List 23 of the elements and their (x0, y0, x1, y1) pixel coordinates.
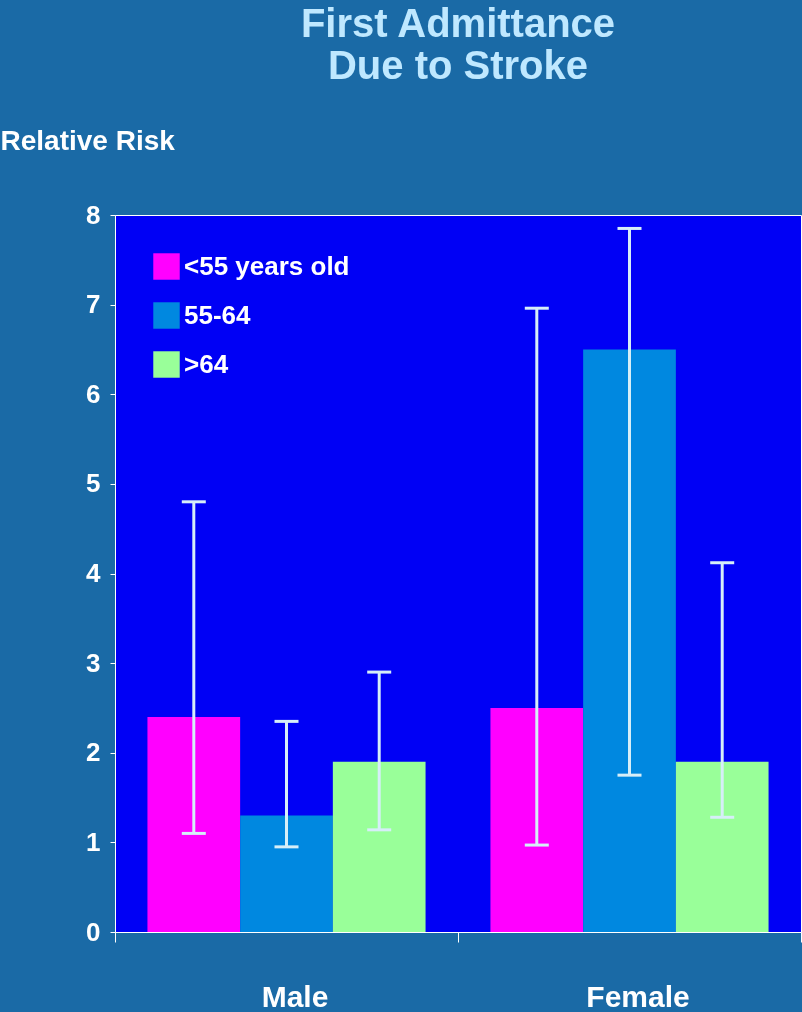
y-tick-label: 5 (86, 468, 101, 499)
x-tick-label: Female (586, 979, 690, 1012)
bar (240, 815, 333, 932)
x-tick-label: Male (261, 979, 329, 1012)
y-tick-label: 1 (86, 826, 101, 857)
y-tick-label: 6 (86, 378, 101, 409)
bar (675, 761, 769, 932)
legend-label: <55 years old (184, 250, 350, 281)
legend-label: >64 (184, 348, 229, 379)
y-tick-label: 7 (86, 289, 101, 320)
text: Due to Stroke (327, 43, 589, 87)
y-tick-label: 8 (86, 199, 101, 230)
y-axis-title: Relative Risk (0, 124, 176, 156)
bar (583, 349, 676, 932)
y-tick-label: 3 (86, 647, 101, 678)
y-tick-label: 4 (86, 558, 102, 588)
bar (147, 716, 241, 932)
legend-label: 55-64 (184, 299, 252, 330)
bar (490, 707, 584, 932)
y-tick-label: 0 (86, 916, 101, 947)
bar (332, 761, 426, 932)
text: First Admittance (300, 1, 616, 45)
y-tick-label: 2 (86, 737, 101, 768)
